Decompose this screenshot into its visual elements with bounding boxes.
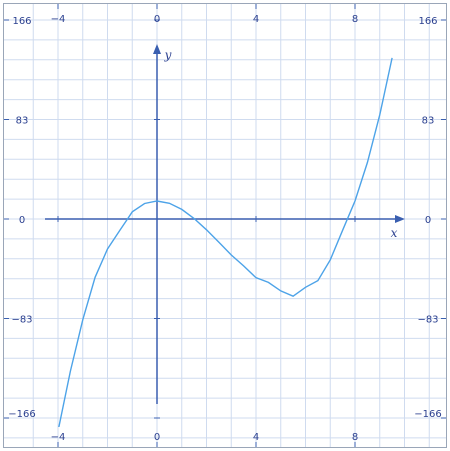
axes <box>45 44 405 404</box>
y-axis-label: y <box>164 48 172 62</box>
y-tick-label-left: −83 <box>11 315 32 326</box>
x-tick-label-bottom: 8 <box>352 432 358 443</box>
x-axis-arrow <box>395 215 405 223</box>
y-tick-label-left: 83 <box>16 116 29 127</box>
y-tick-label-right: 0 <box>425 215 431 226</box>
series-line-f <box>58 57 393 427</box>
y-tick-label-left: 166 <box>12 16 31 27</box>
y-tick-label-right: −83 <box>417 315 438 326</box>
y-tick-label-left: −166 <box>8 409 35 420</box>
x-tick-label-top: 0 <box>154 14 160 25</box>
y-tick-label-right: −166 <box>414 409 441 420</box>
plot-frame <box>3 3 447 448</box>
y-tick-label-left: 0 <box>19 215 25 226</box>
x-tick-label-top: 4 <box>253 14 259 25</box>
x-axis-label: x <box>391 226 398 240</box>
tick-labels: −4 −4 0 0 4 4 8 8 −166 −166 −83 −83 0 0 83 83 166 166 x y <box>8 14 441 443</box>
x-tick-label-bottom: 0 <box>154 432 160 443</box>
x-tick-label-bottom: −4 <box>51 432 66 443</box>
x-tick-label-top: 8 <box>352 14 358 25</box>
x-tick-label-bottom: 4 <box>253 432 259 443</box>
x-tick-label-top: −4 <box>51 14 66 25</box>
grid <box>4 4 446 447</box>
y-axis-arrow <box>153 44 161 54</box>
y-tick-label-right: 83 <box>422 116 435 127</box>
series-group <box>58 57 393 427</box>
y-tick-label-right: 166 <box>418 16 437 27</box>
ticks <box>4 4 446 447</box>
